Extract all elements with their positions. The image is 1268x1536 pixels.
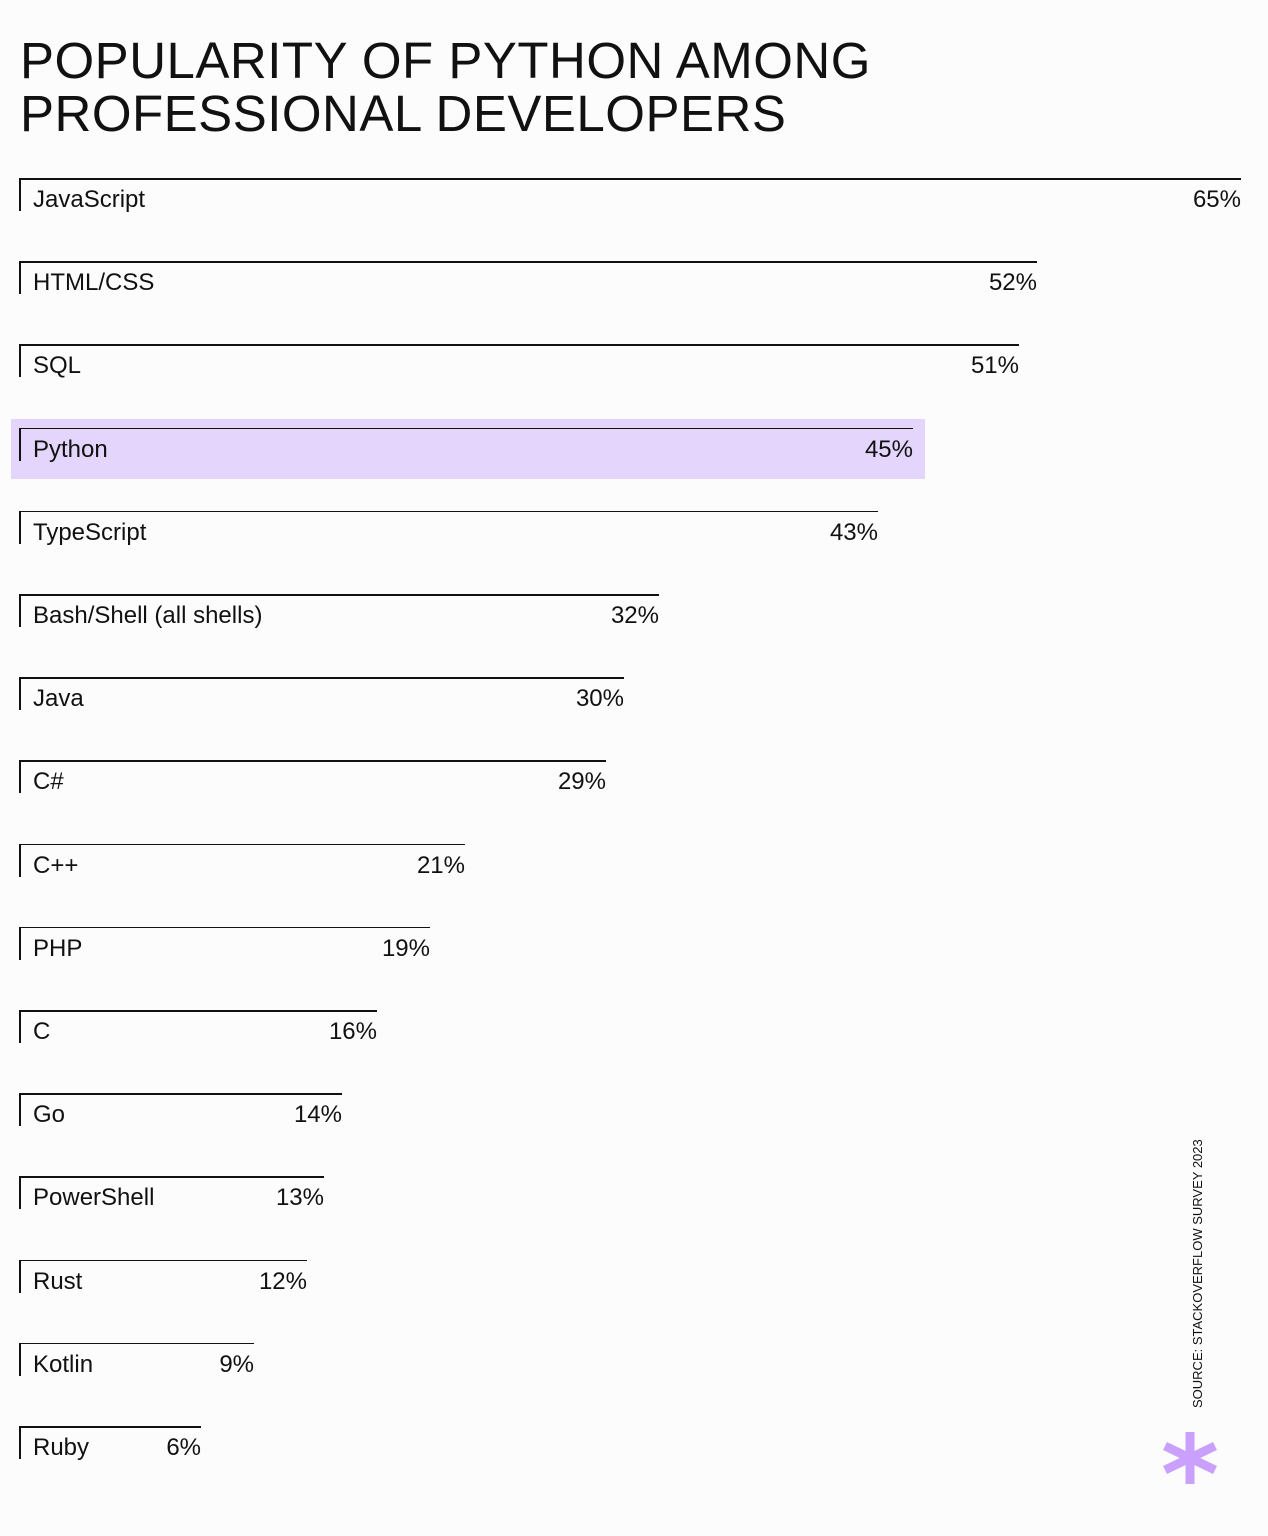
bar-tick <box>19 1259 21 1293</box>
bar-line <box>19 510 878 513</box>
value-label: 19% <box>381 934 430 962</box>
bar-tick <box>19 760 21 794</box>
category-label: C# <box>33 768 64 796</box>
bar-rust: Rust 12% <box>19 1259 307 1295</box>
bar-line <box>19 1426 201 1428</box>
bar-line <box>19 1342 254 1345</box>
bar-line <box>19 178 1241 180</box>
bar-tick <box>19 178 21 211</box>
value-label: 6% <box>166 1434 201 1461</box>
bar-java: Java 30% <box>19 677 624 713</box>
chart-title: POPULARITY OF PYTHON AMONG PROFESSIONAL D… <box>20 32 871 142</box>
value-label: 16% <box>328 1018 377 1045</box>
bar-tick <box>19 427 21 461</box>
bar-line <box>19 677 624 679</box>
category-label: Python <box>33 435 108 463</box>
category-label: Java <box>33 685 84 713</box>
source-note: SOURCE: STACKOVERFLOW SURVEY 2023 <box>1190 1139 1205 1408</box>
bar-html-css: HTML/CSS 52% <box>19 261 1037 297</box>
value-label: 12% <box>258 1267 307 1295</box>
bar-tick <box>19 510 21 544</box>
bar-typescript: TypeScript 43% <box>19 510 878 546</box>
bar-line <box>19 1259 307 1262</box>
value-label: 30% <box>575 685 624 713</box>
bar-python: Python 45% <box>11 418 925 479</box>
value-label: 13% <box>275 1184 324 1212</box>
bar-line <box>19 261 1037 263</box>
bar-tick <box>19 1426 21 1459</box>
value-label: 29% <box>557 768 606 796</box>
asterisk-logo-icon <box>1163 1432 1217 1484</box>
bar-tick <box>19 344 21 378</box>
bar-tick <box>19 1010 21 1043</box>
bar-powershell: PowerShell 13% <box>19 1176 324 1212</box>
bar-javascript: JavaScript 65% <box>19 178 1241 213</box>
value-label: 14% <box>293 1101 342 1129</box>
bar-php: PHP 19% <box>19 926 430 962</box>
value-label: 43% <box>829 518 878 546</box>
bar-c-: C# 29% <box>19 760 606 796</box>
category-label: PowerShell <box>33 1184 155 1212</box>
bar-tick <box>19 1093 21 1127</box>
category-label: HTML/CSS <box>33 269 155 297</box>
category-label: C++ <box>33 851 79 879</box>
value-label: 9% <box>219 1350 254 1378</box>
bar-line <box>19 926 430 929</box>
bar-sql: SQL 51% <box>19 344 1019 380</box>
bar-tick <box>19 1176 21 1210</box>
bar-line <box>19 427 913 430</box>
category-label: PHP <box>33 934 83 962</box>
value-label: 21% <box>416 851 465 879</box>
category-label: Kotlin <box>33 1350 94 1378</box>
category-label: Go <box>33 1101 66 1129</box>
bar-line <box>19 1176 324 1178</box>
bar-tick <box>19 677 21 711</box>
value-label: 65% <box>1192 186 1241 213</box>
bar-tick <box>19 843 21 877</box>
category-label: Rust <box>33 1267 83 1295</box>
bar-line <box>19 1093 342 1095</box>
bar-c: C 16% <box>19 1010 377 1045</box>
bar-line <box>19 1010 377 1012</box>
bar-tick <box>19 594 21 627</box>
category-label: Ruby <box>33 1434 90 1461</box>
category-label: TypeScript <box>33 518 147 546</box>
category-label: Bash/Shell (all shells) <box>33 602 263 629</box>
bar-tick <box>19 926 21 960</box>
category-label: SQL <box>33 352 82 380</box>
bar-ruby: Ruby 6% <box>19 1426 201 1461</box>
bar-line <box>19 594 659 596</box>
bar-tick <box>19 261 21 295</box>
bar-bash-shell-all-shells-: Bash/Shell (all shells) 32% <box>19 594 659 629</box>
bar-line <box>19 760 606 762</box>
bar-tick <box>19 1342 21 1376</box>
value-label: 45% <box>864 435 913 463</box>
bar-line <box>19 344 1019 346</box>
bar-c-: C++ 21% <box>19 843 465 879</box>
value-label: 32% <box>610 602 659 629</box>
category-label: JavaScript <box>33 186 146 213</box>
bar-kotlin: Kotlin 9% <box>19 1342 254 1378</box>
bar-go: Go 14% <box>19 1093 342 1129</box>
value-label: 52% <box>988 269 1037 297</box>
value-label: 51% <box>970 352 1019 380</box>
bar-line <box>19 843 465 846</box>
category-label: C <box>33 1018 51 1045</box>
